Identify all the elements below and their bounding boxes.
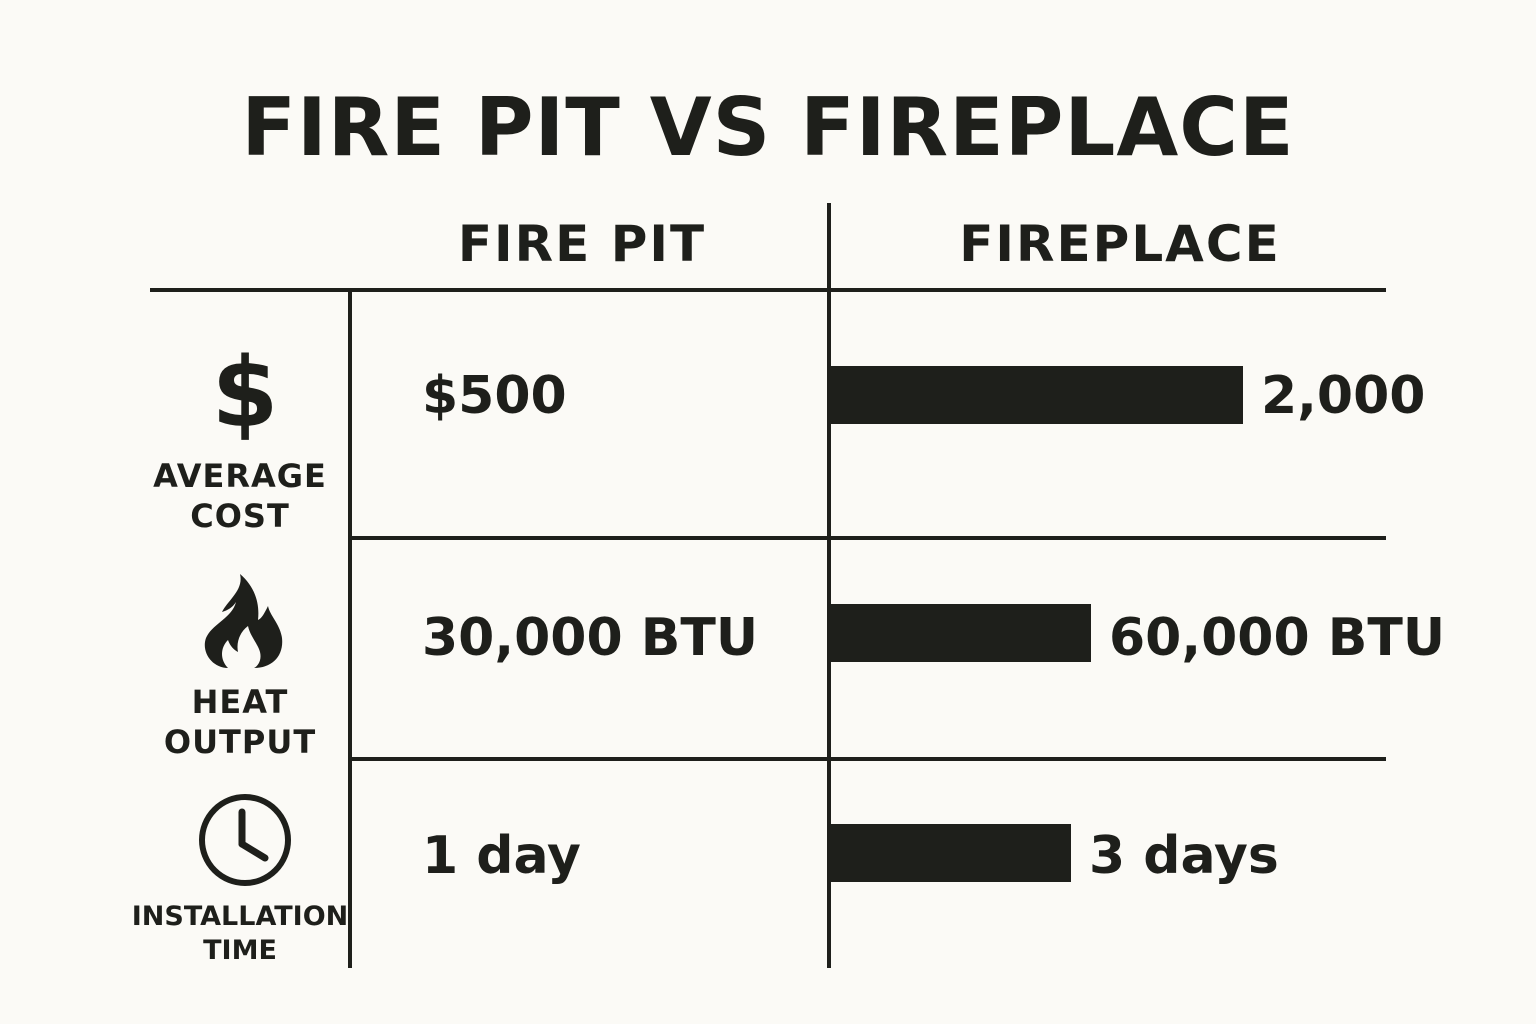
- fireplace-value-heat: 60,000 BTU: [1109, 608, 1446, 668]
- row-label-heat-output: HEAT OUTPUT: [120, 682, 360, 762]
- row-label-installation-time: INSTALLATION TIME: [120, 900, 360, 968]
- header-divider-line: [150, 288, 1386, 292]
- fire-pit-value-heat: 30,000 BTU: [422, 608, 759, 668]
- dollar-icon: $: [211, 337, 279, 449]
- label-column-divider: [348, 292, 352, 968]
- fireplace-bar-time: [831, 824, 1071, 882]
- column-header-fireplace: FIREPLACE: [959, 215, 1281, 273]
- row-label-line: AVERAGE: [153, 457, 327, 495]
- clock-icon: [199, 794, 291, 886]
- fireplace-bar-heat: [831, 604, 1091, 662]
- fire-pit-value-time: 1 day: [422, 826, 581, 886]
- column-header-fire-pit: FIRE PIT: [457, 215, 707, 273]
- row-label-line: INSTALLATION: [131, 901, 349, 932]
- row-label-line: OUTPUT: [163, 723, 317, 761]
- row-label-line: COST: [190, 497, 290, 535]
- row-label-line: TIME: [203, 935, 277, 966]
- fire-pit-value-cost: $500: [422, 366, 567, 426]
- row-divider-line-1: [352, 536, 1386, 540]
- fireplace-bar-cost: [831, 366, 1243, 424]
- fireplace-value-time: 3 days: [1089, 826, 1279, 886]
- row-divider-line-2: [352, 757, 1386, 761]
- fireplace-value-cost: 2,000: [1261, 366, 1426, 426]
- row-label-average-cost: AVERAGE COST: [120, 456, 360, 536]
- row-label-line: HEAT: [191, 683, 289, 721]
- chart-title: FIRE PIT VS FIREPLACE: [241, 81, 1295, 174]
- column-divider: [827, 203, 831, 968]
- flame-icon: [204, 574, 283, 668]
